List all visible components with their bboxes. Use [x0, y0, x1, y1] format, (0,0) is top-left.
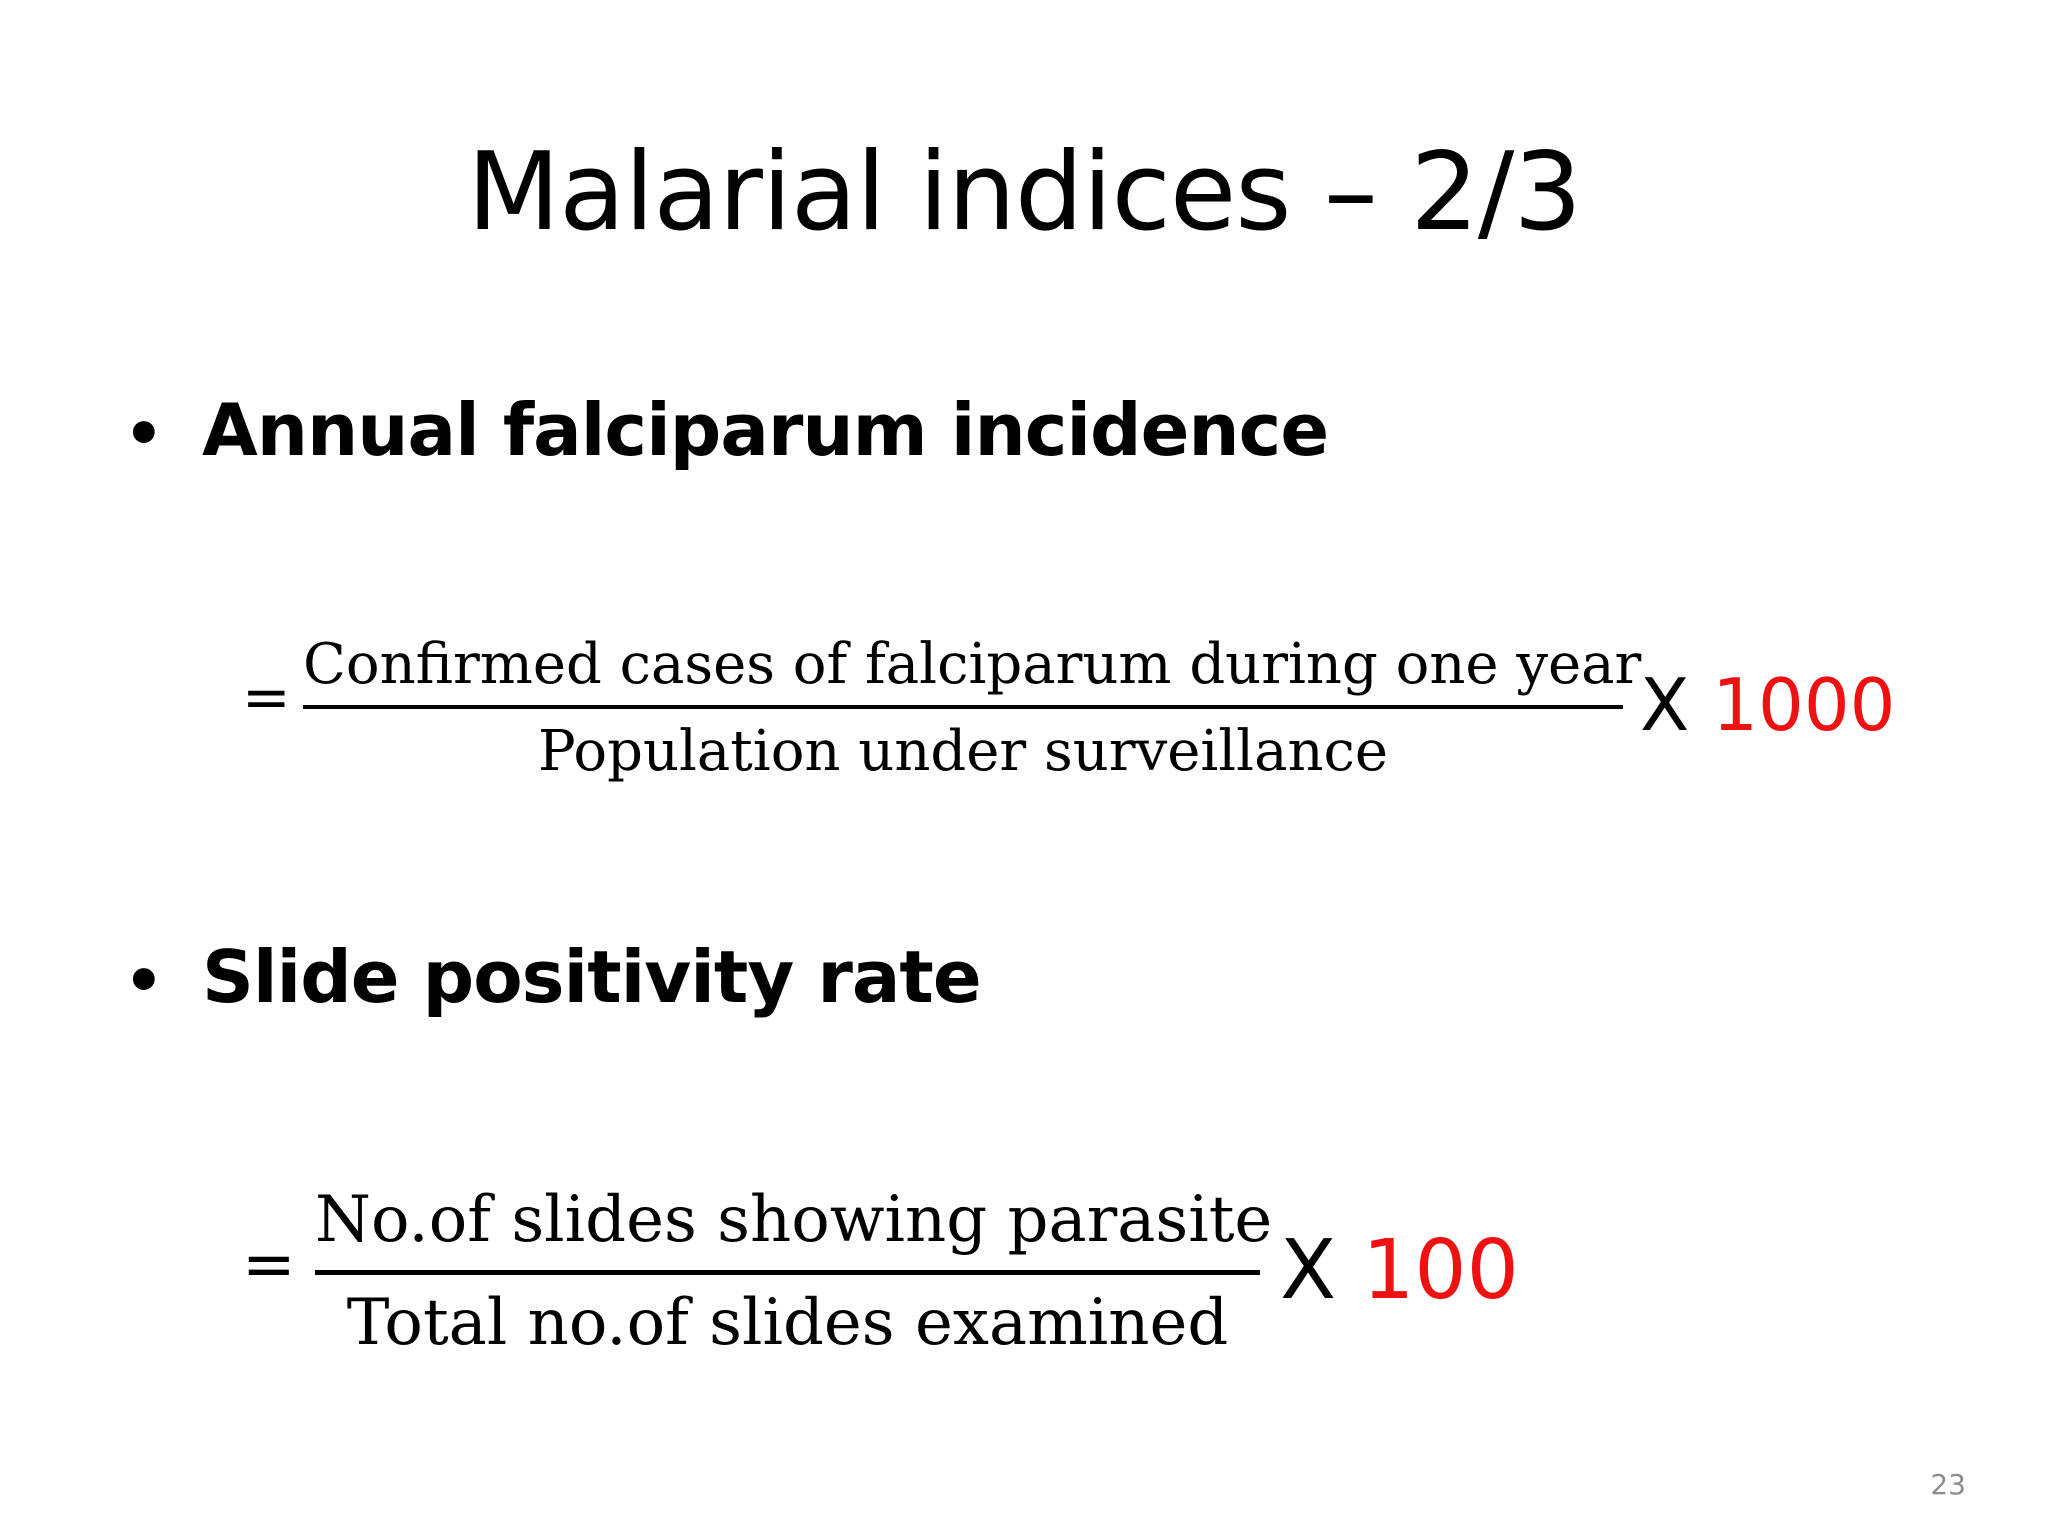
equals-sign: =	[242, 663, 291, 731]
equals-sign: =	[242, 1228, 296, 1302]
multiplier: X 1000	[1640, 665, 1895, 745]
fraction-denominator: Total no.of slides examined	[346, 1286, 1229, 1360]
bullet-point-icon: •	[124, 397, 164, 470]
bullet-point-icon: •	[124, 944, 164, 1017]
multiplier-factor: 1000	[1712, 663, 1896, 747]
bullet-slide-positivity-rate: • Slide positivity rate	[124, 932, 982, 1026]
fraction-bar	[315, 1270, 1260, 1275]
multiply-sign: X	[1640, 663, 1690, 747]
slide-title: Malarial indices – 2/3	[466, 130, 1582, 255]
page-number: 23	[1930, 1468, 1966, 1501]
fraction-numerator: Confirmed cases of falciparum during one…	[303, 632, 1642, 697]
fraction-denominator: Population under surveillance	[537, 719, 1389, 784]
bullet-annual-falciparum-incidence: • Annual falciparum incidence	[124, 385, 1329, 479]
fraction-bar	[303, 705, 1623, 709]
fraction: Confirmed cases of falciparum during one…	[303, 625, 1642, 795]
multiplier-factor: 100	[1362, 1223, 1519, 1318]
bullet-label: Slide positivity rate	[202, 935, 982, 1019]
bullet-label: Annual falciparum incidence	[202, 388, 1329, 472]
fraction: No.of slides showing parasite Total no.o…	[315, 1180, 1273, 1360]
multiplier: X 100	[1280, 1226, 1519, 1316]
fraction-numerator: No.of slides showing parasite	[315, 1183, 1273, 1257]
multiply-sign: X	[1280, 1223, 1337, 1318]
